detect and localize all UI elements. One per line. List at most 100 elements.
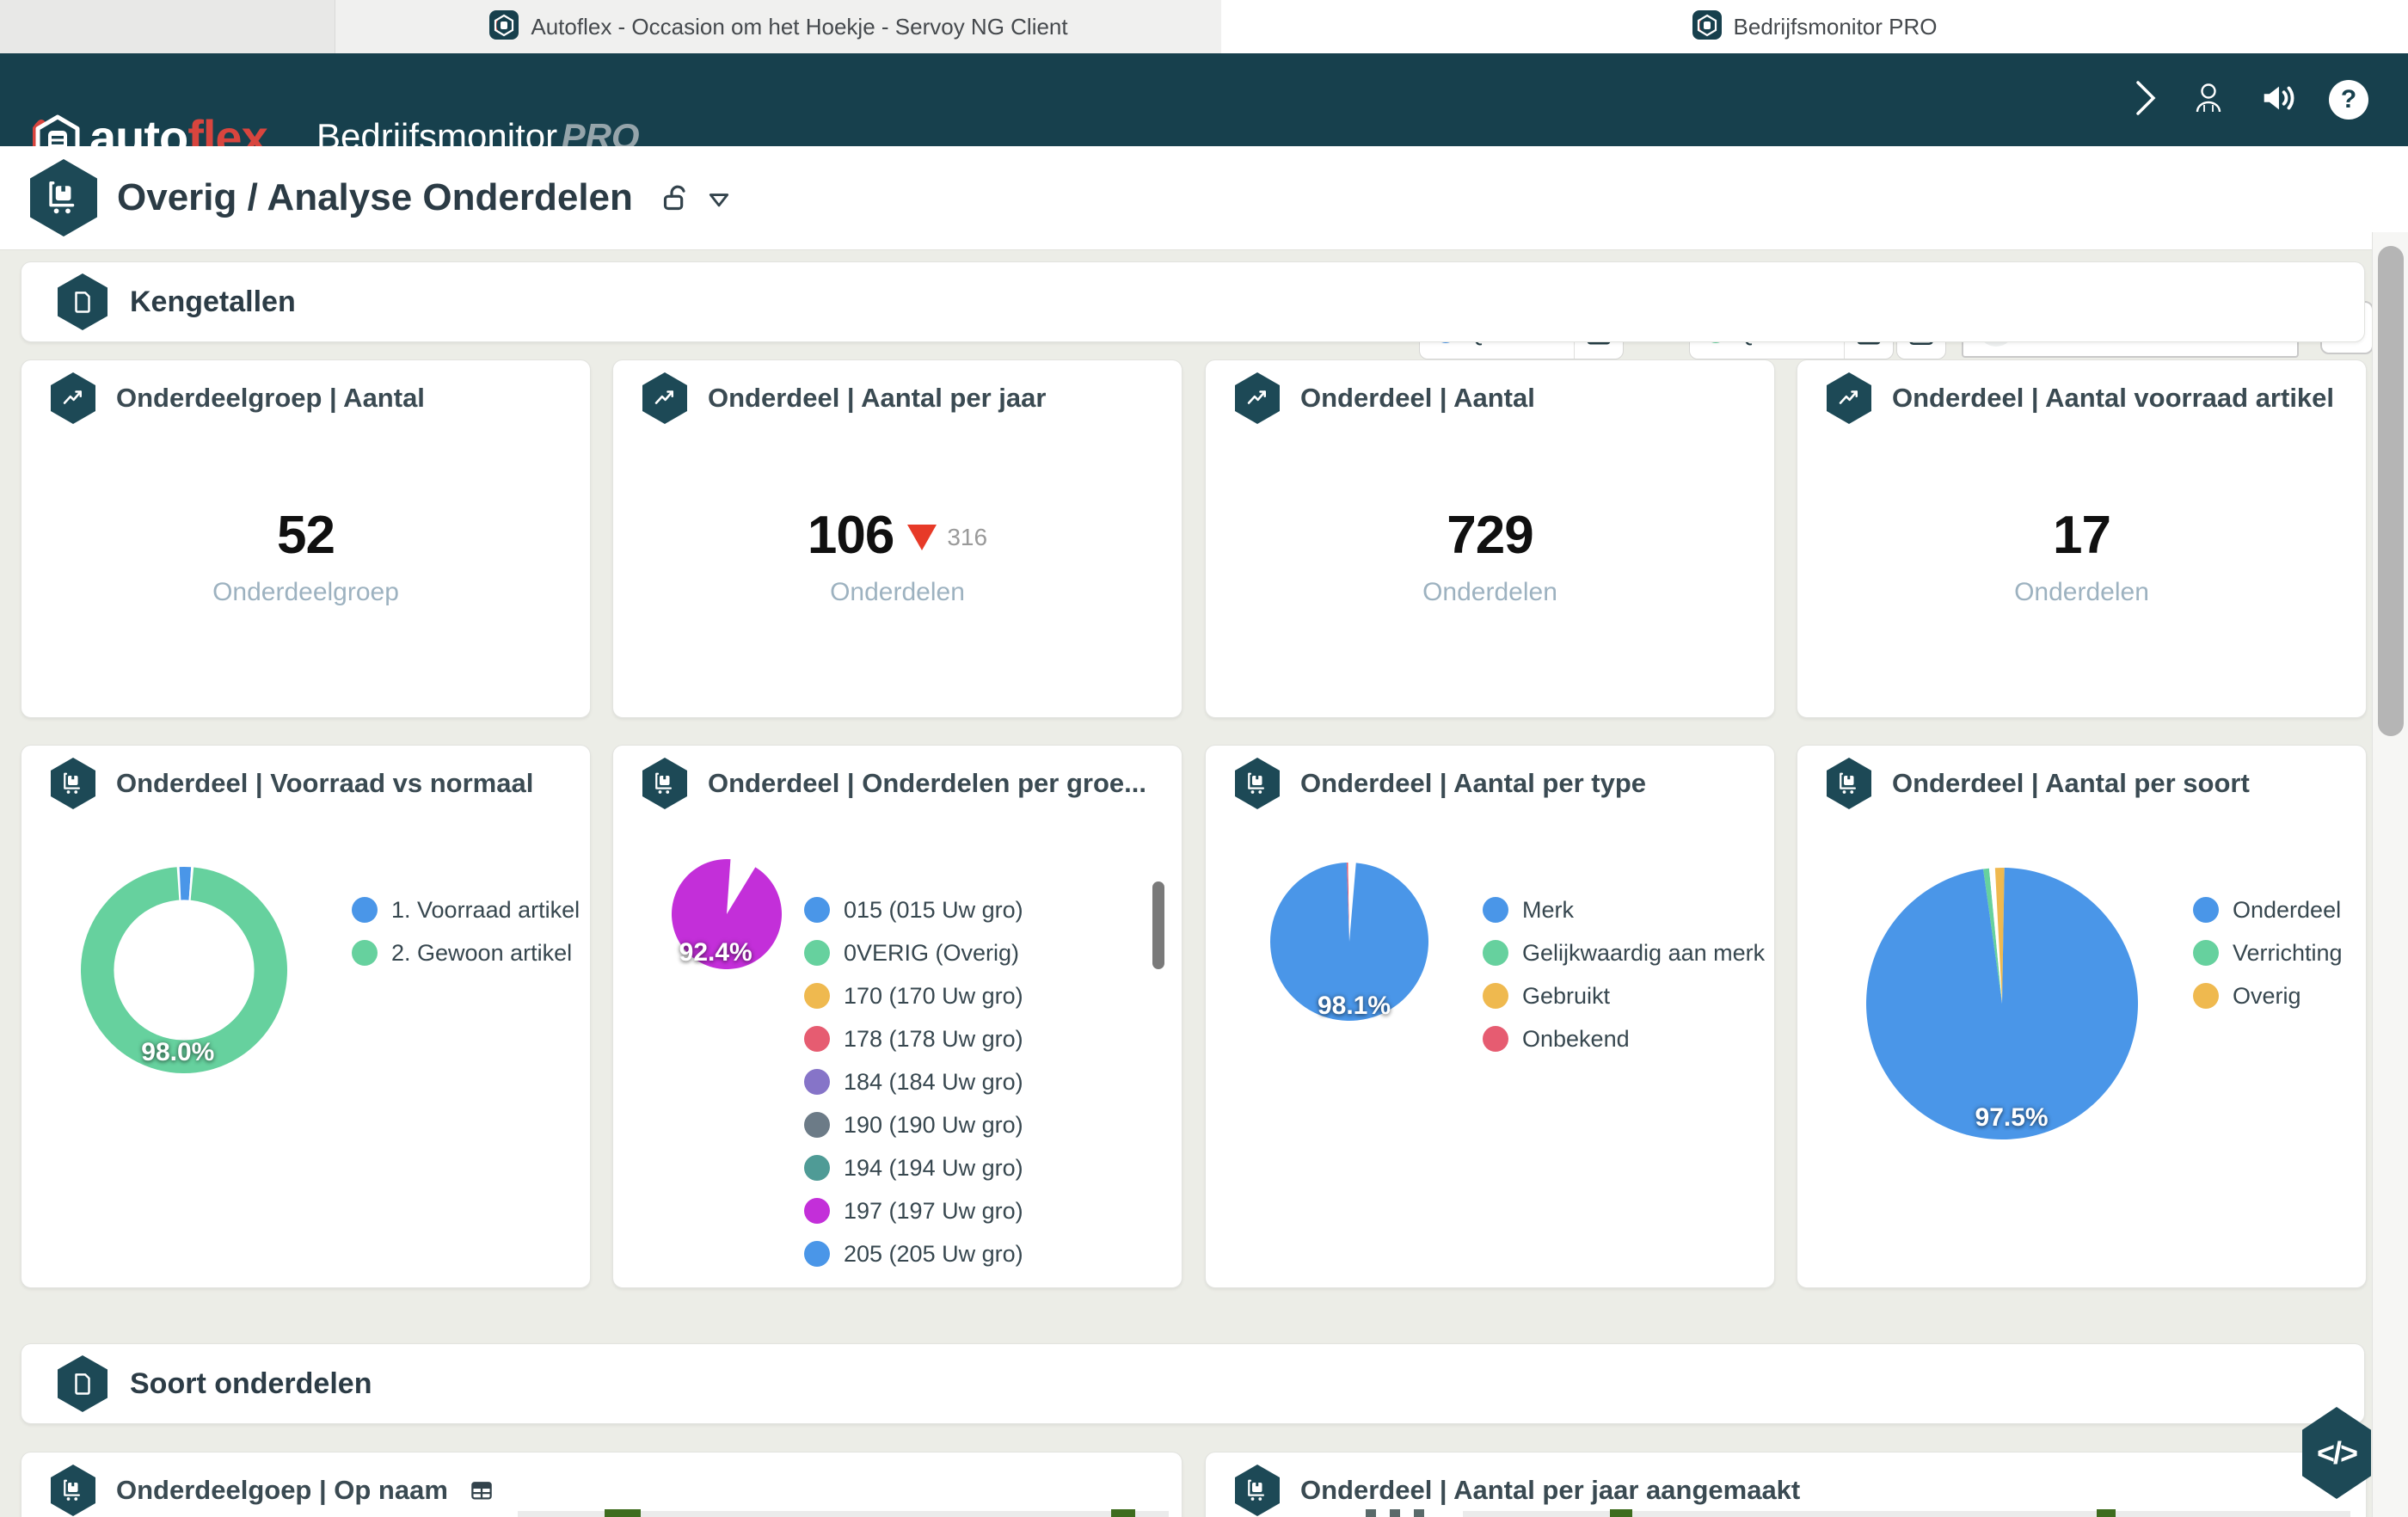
legend-item: 2. Gewoon artikel [352, 940, 580, 966]
table-card-onderdeelgroep-op-naam: Onderdeelgoep | Op naam [21, 1452, 1182, 1517]
tab-title: Bedrijfsmonitor PRO [1733, 13, 1938, 40]
cutoff-chart-fragment [1366, 1509, 1376, 1517]
kpi-value: 52 [277, 506, 335, 565]
chart-card-onderdelen-per-groep: Onderdeel | Onderdelen per groe... 92.4%… [612, 745, 1182, 1288]
chart-card-aantal-per-soort: Onderdeel | Aantal per soort 97.5% Onder… [1797, 745, 2367, 1288]
browser-tab-bar: Autoflex - Occasion om het Hoekje - Serv… [0, 0, 2408, 54]
legend-item: 197 (197 Uw gro) [804, 1198, 1023, 1224]
caret-down-icon[interactable] [707, 191, 731, 214]
toolbar: Overig / Analyse Onderdelen Q3 2024 met … [0, 146, 2408, 359]
cutoff-table-row [518, 1511, 1169, 1517]
kpi-sublabel: Onderdeelgroep [212, 578, 399, 606]
pie-label: 97.5% [1975, 1102, 2049, 1132]
legend-swatch [1483, 983, 1508, 1009]
chart-legend: Onderdeel Verrichting Overig [2193, 897, 2343, 1026]
pie-label: 92.4% [679, 937, 752, 967]
table-icon [471, 1482, 492, 1500]
legend-swatch [2193, 897, 2219, 923]
kpi-sublabel: Onderdelen [830, 578, 965, 606]
legend-item: 184 (184 Uw gro) [804, 1069, 1023, 1095]
cutoff-chart-fragment [1414, 1509, 1424, 1517]
legend-swatch [804, 1198, 830, 1224]
legend-swatch [2193, 940, 2219, 966]
kpi-card-onderdeel-voorraad-artikel: Onderdeel | Aantal voorraad artikel 17 O… [1797, 359, 2367, 718]
document-icon [58, 273, 108, 330]
trend-up-icon [642, 372, 687, 424]
kpi-delta: 316 [947, 523, 988, 550]
chart-card-aantal-per-type: Onderdeel | Aantal per type 98.1% Merk G… [1205, 745, 1775, 1288]
legend-swatch [804, 1112, 830, 1138]
legend-swatch [804, 1155, 830, 1181]
trend-up-icon [1235, 372, 1280, 424]
chart-legend: 015 (015 Uw gro) 0VERIG (Overig) 170 (17… [804, 897, 1023, 1284]
legend-item: 0VERIG (Overig) [804, 940, 1023, 966]
kpi-sublabel: Onderdelen [2014, 578, 2149, 606]
code-icon: </> [2316, 1434, 2358, 1471]
browser-tab-bedrijfsmonitor[interactable]: Bedrijfsmonitor PRO [1221, 0, 2408, 53]
pie-label: 98.1% [1317, 992, 1391, 1021]
document-icon [58, 1355, 108, 1412]
chart-card-voorraad-vs-normaal: Onderdeel | Voorraad vs normaal 98.0% 1.… [21, 745, 591, 1288]
kpi-sublabel: Onderdelen [1422, 578, 1557, 606]
unlock-icon[interactable] [659, 181, 693, 219]
legend-item: 178 (178 Uw gro) [804, 1026, 1023, 1052]
legend-item: 194 (194 Uw gro) [804, 1155, 1023, 1181]
parts-cart-icon [1827, 758, 1871, 809]
legend-scrollbar[interactable] [1152, 881, 1164, 969]
section-header-kengetallen: Kengetallen [21, 261, 2365, 342]
kpi-card-onderdeelgroep-aantal: Onderdeelgroep | Aantal 52 Onderdeelgroe… [21, 359, 591, 718]
legend-item: 205 (205 Uw gro) [804, 1241, 1023, 1267]
legend-swatch [804, 983, 830, 1009]
legend-swatch [804, 897, 830, 923]
legend-swatch [804, 940, 830, 966]
legend-item: 170 (170 Uw gro) [804, 983, 1023, 1009]
chevron-right-icon[interactable] [2133, 77, 2159, 123]
cutoff-chart-fragment [605, 1509, 641, 1517]
page-title: Overig / Analyse Onderdelen [117, 176, 633, 218]
legend-item: 190 (190 Uw gro) [804, 1112, 1023, 1138]
legend-swatch [804, 1241, 830, 1267]
legend-swatch [1483, 940, 1508, 966]
tab-title: Autoflex - Occasion om het Hoekje - Serv… [531, 13, 1068, 40]
legend-item: 015 (015 Uw gro) [804, 897, 1023, 923]
legend-item: Gebruikt [1483, 983, 1765, 1009]
chart-legend: 1. Voorraad artikel 2. Gewoon artikel [352, 897, 580, 983]
page-scrollbar-thumb[interactable] [2378, 246, 2404, 736]
section-title: Kengetallen [130, 285, 296, 318]
legend-swatch [804, 1069, 830, 1095]
cutoff-chart-fragment [1111, 1509, 1135, 1517]
parts-cart-icon [30, 159, 97, 236]
legend-item: Overig [2193, 983, 2343, 1009]
cutoff-chart-fragment [1610, 1509, 1632, 1517]
section-title: Soort onderdelen [130, 1367, 372, 1400]
legend-item: Onbekend [1483, 1026, 1765, 1052]
trend-up-icon [1827, 372, 1871, 424]
legend-swatch [352, 940, 378, 966]
kpi-card-onderdeel-aantal-per-jaar: Onderdeel | Aantal per jaar 106 316 Onde… [612, 359, 1182, 718]
triangle-down-icon [907, 524, 937, 550]
support-person-icon[interactable] [2190, 79, 2227, 121]
cutoff-chart-fragment [2097, 1509, 2116, 1517]
kpi-value: 729 [1447, 506, 1533, 565]
page-scrollbar[interactable] [2372, 232, 2408, 1517]
parts-cart-icon [642, 758, 687, 809]
donut-chart: 98.0% [81, 867, 287, 1073]
legend-item: Onderdeel [2193, 897, 2343, 923]
autoflex-favicon-icon [1692, 9, 1722, 44]
megaphone-icon[interactable] [2258, 78, 2298, 122]
legend-swatch [804, 1026, 830, 1052]
parts-cart-icon [51, 1465, 95, 1516]
pie-chart: 98.1% [1270, 863, 1428, 1021]
legend-swatch [1483, 1026, 1508, 1052]
section-header-soort-onderdelen: Soort onderdelen [21, 1343, 2365, 1424]
legend-item: Merk [1483, 897, 1765, 923]
legend-item: Gelijkwaardig aan merk [1483, 940, 1765, 966]
parts-cart-icon [1235, 758, 1280, 809]
legend-swatch [1483, 897, 1508, 923]
legend-item: Verrichting [2193, 940, 2343, 966]
help-icon[interactable]: ? [2329, 80, 2368, 120]
pie-chart: 97.5% [1866, 868, 2138, 1139]
browser-tab-servoy[interactable]: Autoflex - Occasion om het Hoekje - Serv… [335, 0, 1223, 53]
autoflex-favicon-icon [489, 9, 519, 44]
